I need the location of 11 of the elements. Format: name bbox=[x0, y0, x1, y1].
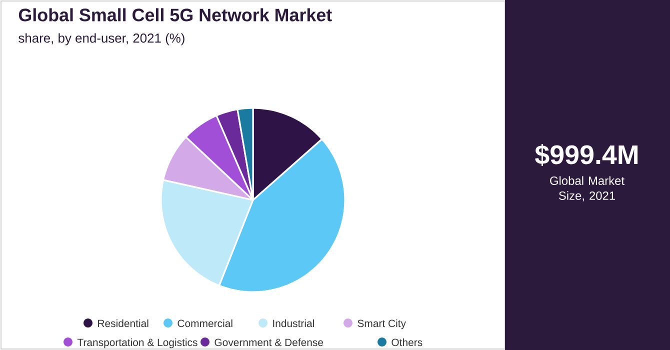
chart-title: Global Small Cell 5G Network Market bbox=[18, 8, 332, 22]
legend-label: Transportation & Logistics bbox=[77, 338, 198, 348]
legend-label: Industrial bbox=[273, 319, 314, 328]
chart-subtitle: share, by end-user, 2021 (%) bbox=[18, 33, 184, 46]
legend-label: Government & Defense bbox=[214, 338, 324, 346]
legend-label: Others bbox=[392, 338, 422, 346]
legend-label: Smart City bbox=[358, 319, 406, 330]
text: Global Market Size, 2021 bbox=[550, 176, 624, 202]
text: $999.4M bbox=[535, 144, 638, 166]
legend-label: Residential bbox=[98, 319, 148, 328]
legend-label: Commercial bbox=[178, 319, 232, 328]
